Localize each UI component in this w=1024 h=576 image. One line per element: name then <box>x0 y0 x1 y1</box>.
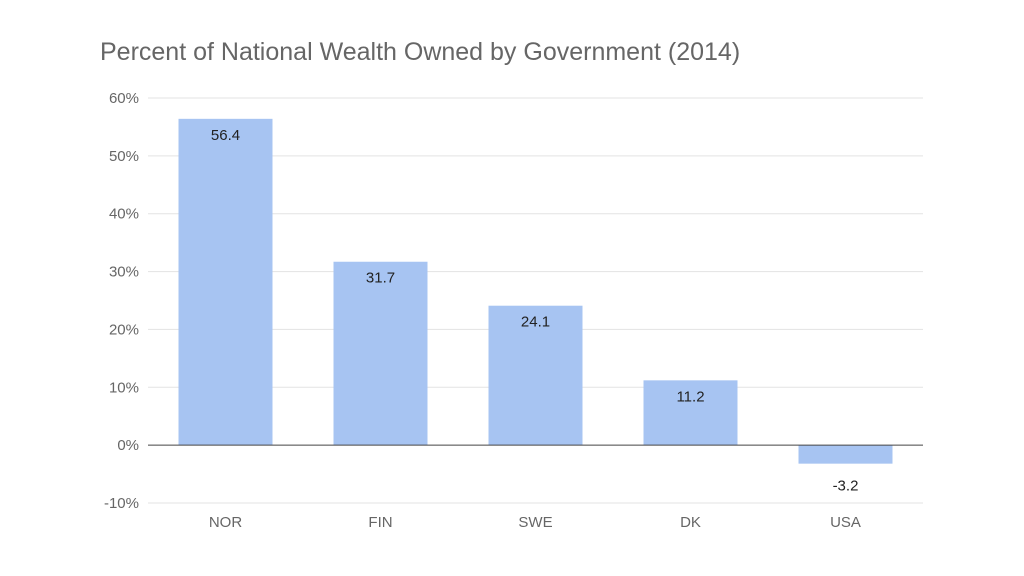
y-tick-label: 60% <box>109 90 139 107</box>
y-tick-label: 30% <box>109 264 139 281</box>
bar-fin <box>333 261 428 446</box>
x-tick-label: USA <box>830 514 861 531</box>
y-tick-label: 40% <box>109 206 139 223</box>
x-tick-label: FIN <box>368 514 392 531</box>
y-tick-label: -10% <box>104 495 139 512</box>
y-tick-label: 50% <box>109 148 139 165</box>
data-label: 11.2 <box>676 388 704 405</box>
data-label: 56.4 <box>211 127 240 144</box>
x-tick-label: DK <box>680 514 701 531</box>
data-label: -3.2 <box>833 478 859 495</box>
y-tick-label: 20% <box>109 321 139 338</box>
chart-title: Percent of National Wealth Owned by Gove… <box>100 38 741 66</box>
data-label: 31.7 <box>366 270 395 287</box>
data-label: 24.1 <box>521 314 550 331</box>
bar-swe <box>488 305 583 446</box>
bar-nor <box>178 118 273 446</box>
x-tick-label: SWE <box>518 514 552 531</box>
bar-dk <box>643 380 738 446</box>
y-tick-label: 10% <box>109 379 139 396</box>
bar-layer <box>178 118 893 464</box>
label-layer: -10% 0% 10% 20% 30% 40% 50% 60% 56.4 NOR 31.7 FIN 24… <box>104 90 861 531</box>
bar-usa <box>798 445 893 464</box>
y-tick-label: 0% <box>117 437 139 454</box>
x-tick-label: NOR <box>209 514 243 531</box>
